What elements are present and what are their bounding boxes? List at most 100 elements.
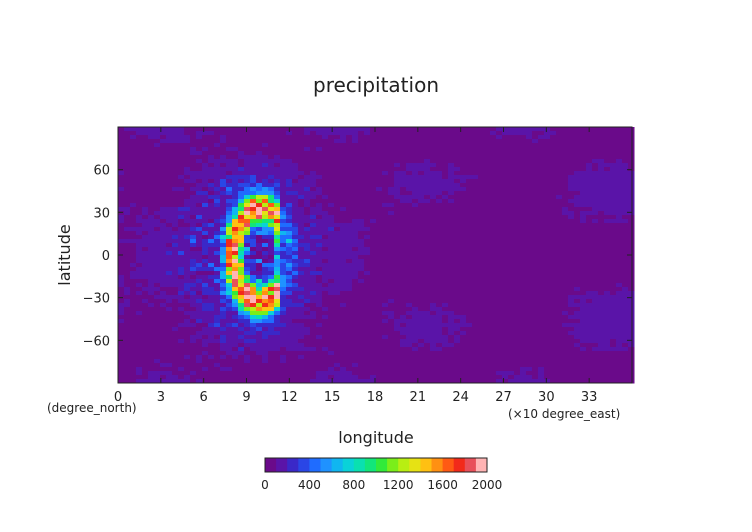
heatmap-cell xyxy=(412,339,419,344)
heatmap-cell xyxy=(184,131,191,136)
heatmap-cell xyxy=(466,315,473,320)
heatmap-cell xyxy=(490,327,497,332)
heatmap-cell xyxy=(256,311,263,316)
heatmap-cell xyxy=(544,347,551,352)
heatmap-cell xyxy=(358,303,365,308)
heatmap-cell xyxy=(118,131,125,136)
heatmap-cell xyxy=(298,295,305,300)
heatmap-cell xyxy=(256,299,263,304)
heatmap-cell xyxy=(520,131,527,136)
heatmap-cell xyxy=(370,191,377,196)
heatmap-cell xyxy=(520,271,527,276)
heatmap-cell xyxy=(196,139,203,144)
heatmap-cell xyxy=(202,159,209,164)
heatmap-cell xyxy=(604,287,611,292)
heatmap-cell xyxy=(520,263,527,268)
heatmap-cell xyxy=(172,231,179,236)
heatmap-cell xyxy=(460,203,467,208)
heatmap-cell xyxy=(496,227,503,232)
heatmap-cell xyxy=(310,179,317,184)
heatmap-cell xyxy=(364,355,371,360)
heatmap-cell xyxy=(148,211,155,216)
heatmap-cell xyxy=(592,323,599,328)
heatmap-cell xyxy=(154,151,161,156)
heatmap-cell xyxy=(136,267,143,272)
heatmap-cell xyxy=(232,315,239,320)
heatmap-cell xyxy=(436,211,443,216)
heatmap-cell xyxy=(130,159,137,164)
heatmap-cell xyxy=(376,331,383,336)
heatmap-cell xyxy=(622,347,629,352)
heatmap-cell xyxy=(442,231,449,236)
heatmap-cell xyxy=(202,167,209,172)
heatmap-cell xyxy=(262,351,269,356)
heatmap-cell xyxy=(574,167,581,172)
heatmap-cell xyxy=(232,351,239,356)
heatmap-cell xyxy=(154,275,161,280)
heatmap-cell xyxy=(160,203,167,208)
heatmap-cell xyxy=(550,139,557,144)
heatmap-cell xyxy=(298,323,305,328)
heatmap-cell xyxy=(154,279,161,284)
heatmap-cell xyxy=(376,147,383,152)
heatmap-cell xyxy=(286,271,293,276)
heatmap-cell xyxy=(202,171,209,176)
heatmap-cell xyxy=(298,163,305,168)
heatmap-cell xyxy=(358,283,365,288)
heatmap-cell xyxy=(490,287,497,292)
heatmap-cell xyxy=(220,239,227,244)
heatmap-cell xyxy=(568,331,575,336)
heatmap-cell xyxy=(292,139,299,144)
heatmap-cell xyxy=(118,355,125,360)
heatmap-cell xyxy=(262,339,269,344)
heatmap-cell xyxy=(136,195,143,200)
heatmap-cell xyxy=(574,251,581,256)
heatmap-cell xyxy=(616,327,623,332)
heatmap-cell xyxy=(166,211,173,216)
heatmap-cell xyxy=(418,215,425,220)
heatmap-cell xyxy=(268,347,275,352)
heatmap-cell xyxy=(430,283,437,288)
heatmap-cell xyxy=(442,163,449,168)
heatmap-cell xyxy=(418,255,425,260)
heatmap-cell xyxy=(430,235,437,240)
heatmap-cell xyxy=(610,247,617,252)
heatmap-cell xyxy=(214,147,221,152)
heatmap-cell xyxy=(148,179,155,184)
heatmap-cell xyxy=(220,191,227,196)
heatmap-cell xyxy=(334,275,341,280)
heatmap-cell xyxy=(598,315,605,320)
heatmap-cell xyxy=(490,199,497,204)
heatmap-cell xyxy=(400,251,407,256)
heatmap-cell xyxy=(364,303,371,308)
heatmap-cell xyxy=(436,307,443,312)
heatmap-cell xyxy=(562,331,569,336)
heatmap-cell xyxy=(436,243,443,248)
heatmap-cell xyxy=(418,219,425,224)
heatmap-cell xyxy=(430,267,437,272)
heatmap-cell xyxy=(370,307,377,312)
heatmap-cell xyxy=(256,279,263,284)
heatmap-cell xyxy=(178,167,185,172)
heatmap-cell xyxy=(556,151,563,156)
heatmap-cell xyxy=(244,231,251,236)
heatmap-cell xyxy=(226,319,233,324)
heatmap-cell xyxy=(304,195,311,200)
heatmap-cell xyxy=(418,207,425,212)
heatmap-cell xyxy=(238,167,245,172)
heatmap-cell xyxy=(310,319,317,324)
heatmap-cell xyxy=(580,227,587,232)
heatmap-cell xyxy=(352,207,359,212)
heatmap-cell xyxy=(304,335,311,340)
heatmap-cell xyxy=(190,271,197,276)
heatmap-cell xyxy=(316,295,323,300)
heatmap-cell xyxy=(268,331,275,336)
heatmap-cell xyxy=(526,155,533,160)
heatmap-cell xyxy=(604,271,611,276)
heatmap-cell xyxy=(424,191,431,196)
heatmap-cell xyxy=(334,143,341,148)
heatmap-cell xyxy=(562,139,569,144)
heatmap-cell xyxy=(304,291,311,296)
heatmap-cell xyxy=(466,163,473,168)
heatmap-cell xyxy=(208,295,215,300)
